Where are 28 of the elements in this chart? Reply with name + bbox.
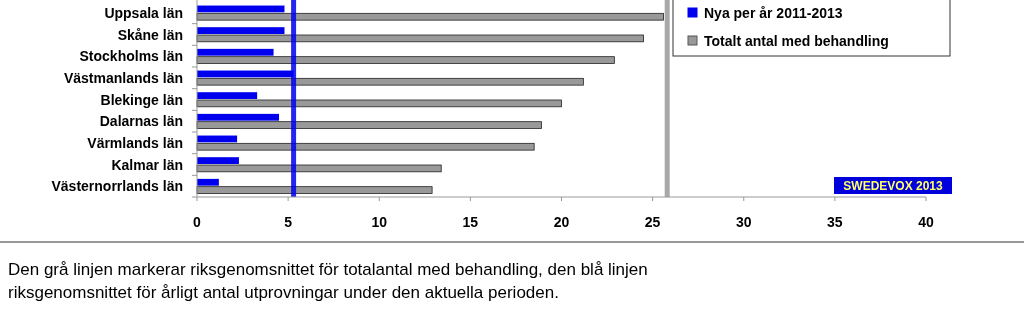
bar	[197, 113, 280, 121]
x-tick-label: 30	[735, 214, 752, 230]
y-tick-label: Västmanlands län	[63, 69, 183, 86]
y-tick-label: Stockholms län	[79, 48, 183, 65]
x-tick-label: 10	[371, 214, 388, 230]
y-tick-label: Skåne län	[117, 26, 183, 43]
y-tick-label: Kalmar län	[111, 156, 183, 173]
y-tick-label: Västernorrlands län	[51, 178, 183, 195]
y-tick-label: Värmlands län	[87, 134, 183, 151]
bar	[197, 27, 285, 34]
x-tick-label: 40	[918, 214, 934, 230]
x-tick-label: 20	[553, 214, 570, 230]
bar	[197, 92, 258, 99]
bar	[197, 178, 219, 186]
annotation: SWEDEVOX 2013	[843, 179, 944, 193]
bar	[197, 48, 274, 56]
legend-label: Nya per år 2011-2013	[704, 5, 843, 21]
y-tick-label: Dalarnas län	[99, 113, 183, 130]
bar	[197, 157, 239, 164]
x-tick-label: 0	[193, 214, 202, 230]
x-tick-label: 5	[284, 214, 293, 230]
x-tick-label: 35	[827, 214, 843, 230]
x-tick-label: 15	[462, 214, 479, 230]
legend-label: Totalt antal med behandling	[704, 33, 889, 49]
x-tick-label: 25	[644, 214, 661, 230]
text: Den grå linjen markerar riksgenomsnittet för totalantal med behandling, den blå linjen riksgenomsnittet för årligt antal utprovningar under den aktuella perioden.	[8, 260, 648, 302]
y-tick-label: Uppsala län	[104, 4, 183, 21]
y-tick-label: Blekinge län	[100, 91, 183, 108]
